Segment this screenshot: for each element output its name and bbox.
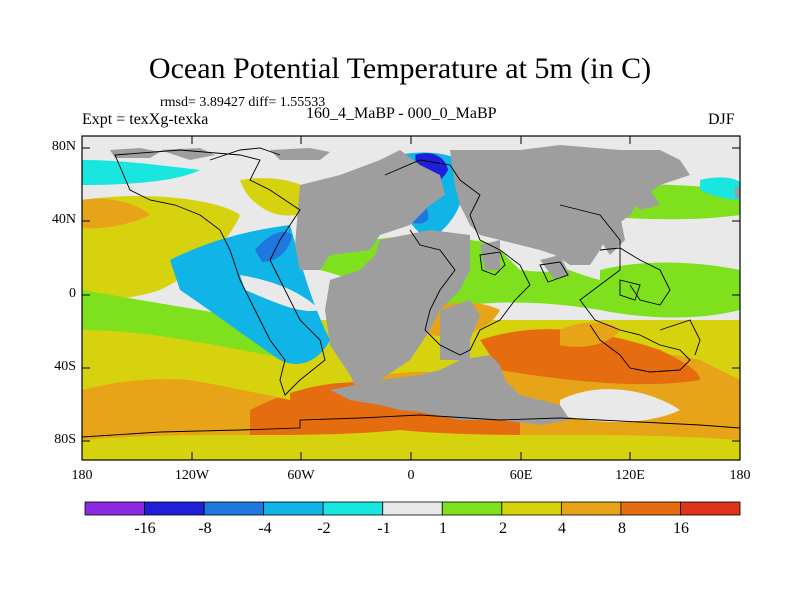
land-gondwana-west: [325, 230, 470, 385]
land-small-2: [540, 255, 570, 280]
colorbar-label: 2: [499, 520, 507, 537]
lon-tick-label: 0: [407, 468, 415, 483]
indian-orange-2: [560, 322, 620, 347]
colorbar-label: -8: [198, 520, 212, 537]
colorbar-box: [620, 501, 681, 516]
north-pacific-orange: [82, 198, 150, 229]
season-label: DJF: [708, 111, 735, 128]
coast-indonesia: [599, 247, 671, 306]
colorbar-label: -4: [258, 520, 272, 537]
colorbar-label: -16: [134, 520, 156, 537]
coastlines: [82, 147, 740, 438]
land-eurasia: [450, 145, 690, 265]
stats-label: rmsd= 3.89427 diff= 1.55533: [160, 95, 326, 110]
land-north-america: [295, 150, 445, 270]
lat-tick-label: 40S: [54, 359, 76, 374]
lon-tick-label: 180: [71, 468, 93, 483]
coast-americas-west: [114, 149, 326, 396]
colorbar: [84, 501, 741, 516]
land-small-3: [600, 215, 625, 255]
run-label: 160_4_MaBP - 000_0_MaBP: [306, 105, 497, 122]
east-pacific-cool: [170, 225, 330, 364]
colorbar-box: [263, 501, 324, 516]
south-pacific-yellow: [82, 330, 290, 400]
colorbar-box: [322, 501, 384, 516]
cold-anomaly-west: [255, 231, 292, 262]
land-masses: [110, 145, 740, 425]
indian-ocean-red: [480, 329, 700, 385]
lon-tick-label: 120W: [174, 468, 210, 483]
lat-tick-label: 40N: [51, 212, 76, 227]
colorbar-box: [680, 501, 741, 516]
colorbar-box: [84, 501, 145, 516]
colorbar-label: -2: [317, 520, 331, 537]
land-arctic-3: [270, 148, 330, 160]
lat-tick-label: 0: [69, 286, 76, 301]
colorbar-label: 16: [673, 520, 689, 537]
experiment-label: Expt = texXg-texka: [82, 111, 209, 128]
land-small-4: [630, 190, 660, 210]
equatorial-pale-tongue: [240, 275, 320, 311]
colorbar-label: 4: [558, 520, 566, 537]
lon-tick-label: 120E: [615, 468, 645, 483]
coast-new-zealand: [659, 319, 701, 356]
axis-ticks: [81, 136, 741, 460]
lon-tick-label: 180: [729, 468, 751, 483]
southern-pale-patch: [560, 389, 680, 422]
polar-band: [82, 430, 740, 460]
colorbar-box: [203, 501, 265, 516]
lon-tick-label: 60E: [509, 468, 533, 483]
map-field: [82, 136, 740, 460]
colorbar-box: [382, 501, 443, 516]
land-africa-part: [440, 300, 480, 360]
colorbar-label: -1: [377, 520, 391, 537]
land-arctic-2: [160, 148, 215, 160]
coast-asia-australia: [559, 204, 691, 373]
land-antarctica-region: [330, 355, 570, 425]
colorbar-label: 1: [439, 520, 447, 537]
lat-tick-label: 80S: [54, 432, 76, 447]
equatorial-green: [82, 290, 300, 360]
coast-island-3: [619, 279, 641, 301]
west-pacific-pale: [640, 231, 740, 265]
south-atlantic-red: [250, 382, 520, 445]
coast-antarctica: [82, 414, 740, 438]
land-arctic-1: [110, 148, 160, 158]
coast-island-2: [539, 261, 569, 283]
colorbar-box: [144, 501, 205, 516]
colorbar-box: [501, 501, 562, 516]
colorbar-box: [441, 501, 503, 516]
colorbar-box: [560, 501, 622, 516]
plot-title: Ocean Potential Temperature at 5m (in C): [148, 52, 652, 85]
coast-europe-africa: [384, 159, 531, 356]
colorbar-label: 8: [618, 520, 626, 537]
land-small-5: [735, 187, 740, 198]
lon-tick-label: 60W: [287, 468, 315, 483]
coast-island-1: [479, 251, 506, 276]
east-arctic-cool: [700, 177, 740, 200]
arctic-cool: [82, 160, 200, 185]
coast-arctic: [209, 147, 281, 161]
lat-tick-label: 80N: [51, 139, 76, 154]
